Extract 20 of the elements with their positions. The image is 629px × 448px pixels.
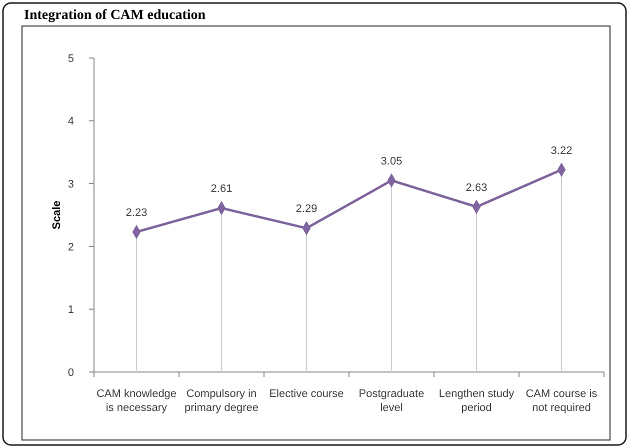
x-tick-label: CAM knowledge is necessary <box>96 388 177 414</box>
x-tick-label: CAM course is not required <box>526 388 598 414</box>
data-label: 2.63 <box>466 182 488 194</box>
data-label: 3.05 <box>380 155 402 168</box>
x-tick-label: Postgraduate level <box>358 388 424 414</box>
y-tick-label: 0 <box>68 366 74 379</box>
chart-title: Integration of CAM education <box>24 8 206 23</box>
y-tick-label: 3 <box>68 178 74 190</box>
y-tick-label: 5 <box>68 52 74 65</box>
data-label: 2.23 <box>126 206 148 219</box>
y-tick-label: 2 <box>68 241 74 254</box>
y-tick-label: 4 <box>68 116 74 128</box>
data-label: 2.61 <box>210 183 232 196</box>
x-tick-label: Elective course <box>269 388 344 400</box>
data-label: 2.29 <box>296 203 318 216</box>
data-label: 3.22 <box>550 144 572 157</box>
y-axis-title: Scale <box>51 200 63 230</box>
x-tick-label: Compulsory in primary degree <box>184 388 258 414</box>
x-tick-label: Lengthen study period <box>438 388 515 414</box>
y-tick-label: 1 <box>68 304 74 316</box>
